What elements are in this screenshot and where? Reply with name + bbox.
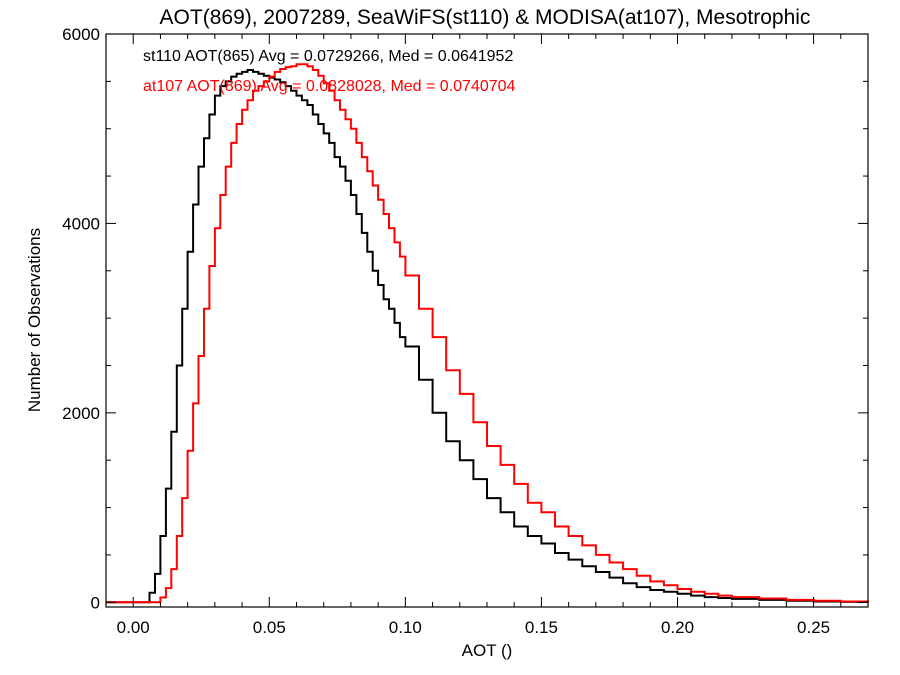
legend: st110 AOT(865) Avg = 0.0729266, Med = 0.…	[143, 48, 516, 95]
legend-entry-at107: at107 AOT(869) Avg = 0.0828028, Med = 0.…	[143, 78, 516, 95]
plot-border	[105, 33, 869, 608]
x-axis-label: AOT ()	[462, 641, 513, 660]
plot-frame	[105, 33, 869, 608]
x-tick-label: 0.15	[525, 618, 558, 637]
y-tick-label: 0	[91, 593, 100, 612]
y-tick-label: 4000	[62, 214, 100, 233]
title-layer: AOT(869), 2007289, SeaWiFS(st110) & MODI…	[160, 6, 811, 29]
chart-title: AOT(869), 2007289, SeaWiFS(st110) & MODI…	[160, 6, 811, 29]
axis-labels: AOT () Number of Observations	[25, 228, 512, 660]
y-axis-label: Number of Observations	[25, 228, 44, 412]
legend-entry-st110: st110 AOT(865) Avg = 0.0729266, Med = 0.…	[143, 48, 513, 65]
series-layer	[106, 63, 869, 604]
x-tick-label: 0.20	[661, 618, 694, 637]
x-tick-label: 0.05	[253, 618, 286, 637]
x-tick-label: 0.00	[117, 618, 150, 637]
x-tick-label: 0.10	[389, 618, 422, 637]
y-tick-label: 6000	[62, 25, 100, 44]
series-line-st110	[106, 69, 869, 604]
x-tick-label: 0.25	[797, 618, 830, 637]
tick-layer: 0.00 0.05 0.10 0.15 0.20 0.25 0 2000 4000 6000	[62, 25, 869, 637]
series-line-at107	[106, 63, 869, 604]
y-tick-label: 2000	[62, 404, 100, 423]
